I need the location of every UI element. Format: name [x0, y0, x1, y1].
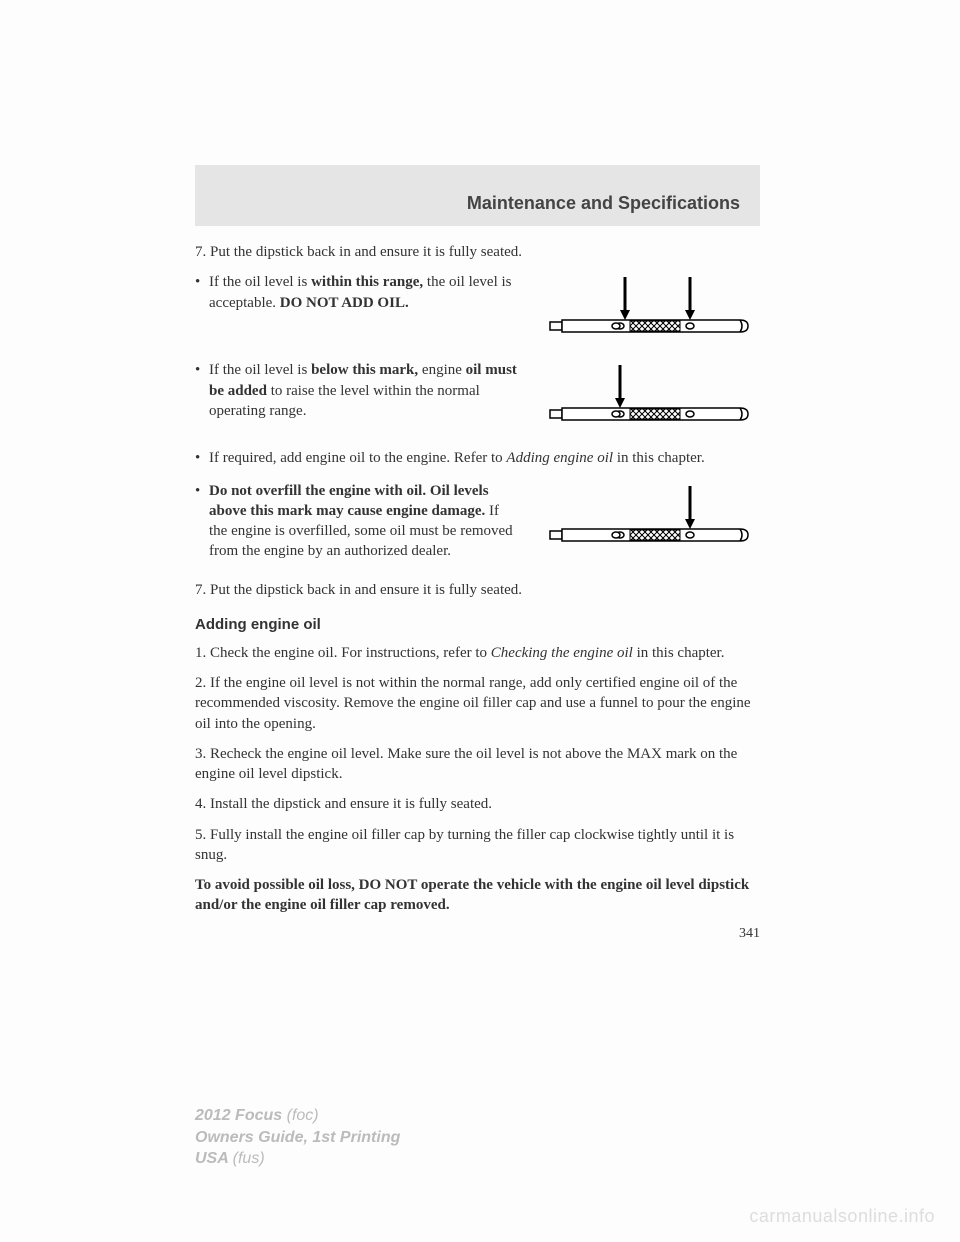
step-text: 7. Put the dipstick back in and ensure i…	[195, 580, 760, 600]
paragraph: 4. Install the dipstick and ensure it is…	[195, 794, 760, 814]
bullet-text: If the oil level is below this mark, eng…	[195, 360, 520, 421]
footer-line: 2012 Focus (foc)	[195, 1105, 400, 1127]
bullet-row: Do not overfill the engine with oil. Oil…	[195, 481, 760, 562]
subsection-heading: Adding engine oil	[195, 616, 760, 633]
paragraph: 5. Fully install the engine oil filler c…	[195, 825, 760, 866]
footer-line: Owners Guide, 1st Printing	[195, 1127, 400, 1149]
section-title: Maintenance and Specifications	[215, 193, 740, 214]
watermark: carmanualsonline.info	[749, 1206, 935, 1227]
text: USA	[195, 1150, 233, 1167]
text: (foc)	[287, 1107, 319, 1124]
text-bold: Do not overfill the engine with oil. Oil…	[209, 483, 489, 519]
paragraph: 3. Recheck the engine oil level. Make su…	[195, 744, 760, 785]
text-bold: within this range,	[311, 274, 423, 290]
footer-line: USA (fus)	[195, 1148, 400, 1170]
text: If required, add engine oil to the engin…	[209, 450, 506, 466]
text: If the oil level is	[209, 274, 311, 290]
paragraph: 1. Check the engine oil. For instruction…	[195, 643, 760, 663]
text: (fus)	[233, 1150, 265, 1167]
footer: 2012 Focus (foc) Owners Guide, 1st Print…	[195, 1105, 400, 1170]
text: in this chapter.	[633, 645, 725, 661]
bullet-row: If the oil level is below this mark, eng…	[195, 360, 760, 430]
text: 1. Check the engine oil. For instruction…	[195, 645, 491, 661]
step-text: 7. Put the dipstick back in and ensure i…	[195, 242, 760, 262]
section-header: Maintenance and Specifications	[195, 165, 760, 226]
bullet-text: If the oil level is within this range, t…	[195, 272, 520, 313]
text: 2012 Focus	[195, 1107, 287, 1124]
text-bold: DO NOT ADD OIL.	[280, 295, 409, 311]
bullet-text: If required, add engine oil to the engin…	[195, 448, 760, 468]
bullet-row: If the oil level is within this range, t…	[195, 272, 760, 342]
bullet-text: Do not overfill the engine with oil. Oil…	[195, 481, 520, 562]
dipstick-diagram-range	[540, 272, 760, 342]
warning-text: To avoid possible oil loss, DO NOT opera…	[195, 875, 760, 916]
text: engine	[418, 362, 465, 378]
page-number: 341	[195, 926, 760, 942]
text-italic: Checking the engine oil	[491, 645, 633, 661]
dipstick-diagram-below	[540, 360, 760, 430]
text-bold: below this mark,	[311, 362, 418, 378]
text: If the oil level is	[209, 362, 311, 378]
text-italic: Adding engine oil	[506, 450, 613, 466]
page-content: Maintenance and Specifications 7. Put th…	[195, 165, 760, 942]
paragraph: 2. If the engine oil level is not within…	[195, 673, 760, 734]
dipstick-diagram-above	[540, 481, 760, 551]
text: in this chapter.	[613, 450, 705, 466]
